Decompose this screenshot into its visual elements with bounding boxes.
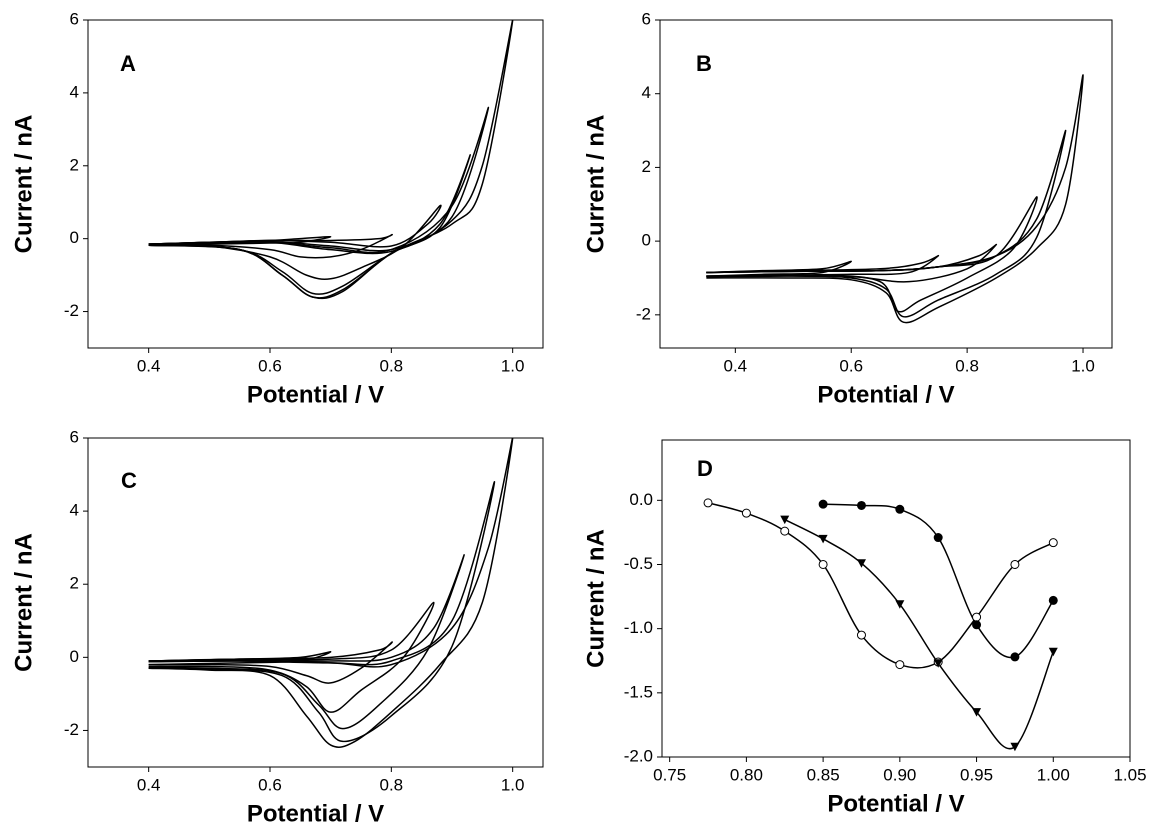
plot-area — [148, 20, 514, 300]
x-axis-label: Potential / V — [827, 790, 964, 817]
x-axis-label: Potential / V — [817, 381, 954, 408]
y-tick-label: 0 — [642, 231, 651, 250]
plot-frame — [87, 19, 544, 349]
marker — [1048, 647, 1058, 657]
y-axis-label: Current / nA — [582, 529, 609, 668]
marker — [856, 500, 866, 510]
y-axis-label: Current / nA — [582, 115, 609, 254]
y-tick-label: 6 — [70, 427, 79, 446]
plot-frame — [659, 19, 1113, 349]
y-tick-label: -1.0 — [624, 618, 653, 637]
panel-label: D — [697, 456, 713, 481]
x-tick-label: 0.6 — [258, 775, 282, 794]
y-tick-label: 4 — [70, 501, 79, 520]
x-tick-label: 1.0 — [501, 356, 525, 375]
curve — [706, 74, 1084, 324]
x-tick-label: 0.8 — [380, 356, 404, 375]
y-tick-label: 6 — [642, 9, 651, 28]
curve — [148, 641, 393, 684]
plot-area — [148, 438, 514, 748]
y-tick-label: -0.5 — [624, 554, 653, 573]
marker — [818, 559, 828, 569]
y-tick-label: 0.0 — [629, 490, 653, 509]
marker — [741, 508, 751, 518]
panel: 0.4 0.6 0.8 1.0 -2 0 2 4 6 Potential / V Current /… — [582, 9, 1113, 408]
x-tick-label: 0.90 — [883, 765, 916, 784]
marker — [1010, 742, 1020, 752]
marker — [972, 708, 982, 717]
x-tick-label: 1.05 — [1113, 765, 1146, 784]
y-tick-label: -2 — [64, 301, 79, 320]
curve — [148, 554, 465, 730]
marker — [895, 504, 905, 514]
x-tick-label: 0.4 — [137, 356, 161, 375]
marker — [1010, 652, 1020, 662]
y-tick-label: -2 — [636, 304, 651, 323]
curve — [148, 154, 471, 295]
x-tick-label: 0.8 — [380, 775, 404, 794]
y-tick-label: 4 — [70, 82, 79, 101]
plot-area — [706, 74, 1084, 324]
marker — [895, 600, 905, 609]
x-tick-label: 1.0 — [1071, 356, 1095, 375]
marker — [1048, 595, 1058, 605]
panel: 0.4 0.6 0.8 1.0 -2 0 2 4 6 Potential / V Current /… — [10, 9, 544, 408]
marker — [703, 498, 713, 508]
marker — [933, 533, 943, 543]
y-tick-label: -1.5 — [624, 682, 653, 701]
marker — [972, 620, 982, 630]
marker — [856, 630, 866, 640]
x-tick-label: 0.4 — [137, 775, 161, 794]
y-tick-label: 0 — [70, 228, 79, 247]
x-tick-label: 0.8 — [955, 356, 979, 375]
marker — [1048, 538, 1058, 548]
x-tick-label: 0.80 — [730, 765, 763, 784]
x-axis-label: Potential / V — [247, 800, 384, 827]
x-tick-label: 0.6 — [839, 356, 863, 375]
marker — [933, 659, 943, 668]
marker — [780, 526, 790, 536]
y-tick-label: 6 — [70, 9, 79, 28]
y-axis-label: Current / nA — [10, 115, 37, 254]
panel: 0.4 0.6 0.8 1.0 -2 0 2 4 6 Potential / V Current /… — [10, 427, 544, 827]
marker — [1010, 559, 1020, 569]
marker — [972, 612, 982, 622]
x-tick-label: 0.4 — [724, 356, 748, 375]
x-tick-label: 0.75 — [653, 765, 686, 784]
panel: 0.75 0.80 0.85 0.90 0.95 1.00 1.05 0.0 -0.5 -1.0 -… — [582, 439, 1147, 817]
curve — [148, 204, 442, 280]
y-tick-label: 2 — [70, 155, 79, 174]
y-tick-label: -2 — [64, 720, 79, 739]
x-tick-label: 0.6 — [258, 356, 282, 375]
x-tick-label: 0.95 — [960, 765, 993, 784]
x-tick-label: 1.0 — [501, 775, 525, 794]
curve — [148, 438, 514, 748]
panel-label: B — [696, 51, 712, 76]
marker — [856, 559, 866, 568]
x-tick-label: 1.00 — [1037, 765, 1070, 784]
marker — [780, 515, 790, 525]
y-tick-label: -2.0 — [624, 746, 653, 765]
y-axis-label: Current / nA — [10, 533, 37, 672]
x-tick-label: 0.85 — [807, 765, 840, 784]
marker — [895, 660, 905, 670]
panel-label: A — [120, 51, 136, 76]
y-tick-label: 0 — [70, 647, 79, 666]
curve — [148, 20, 514, 300]
curve — [707, 502, 1054, 669]
y-tick-label: 4 — [642, 83, 651, 102]
y-tick-label: 2 — [70, 574, 79, 593]
marker — [818, 534, 828, 544]
y-tick-label: 2 — [642, 157, 651, 176]
x-axis-label: Potential / V — [247, 381, 384, 408]
panel-label: C — [121, 468, 137, 493]
plot-frame — [87, 437, 544, 768]
marker — [818, 499, 828, 509]
